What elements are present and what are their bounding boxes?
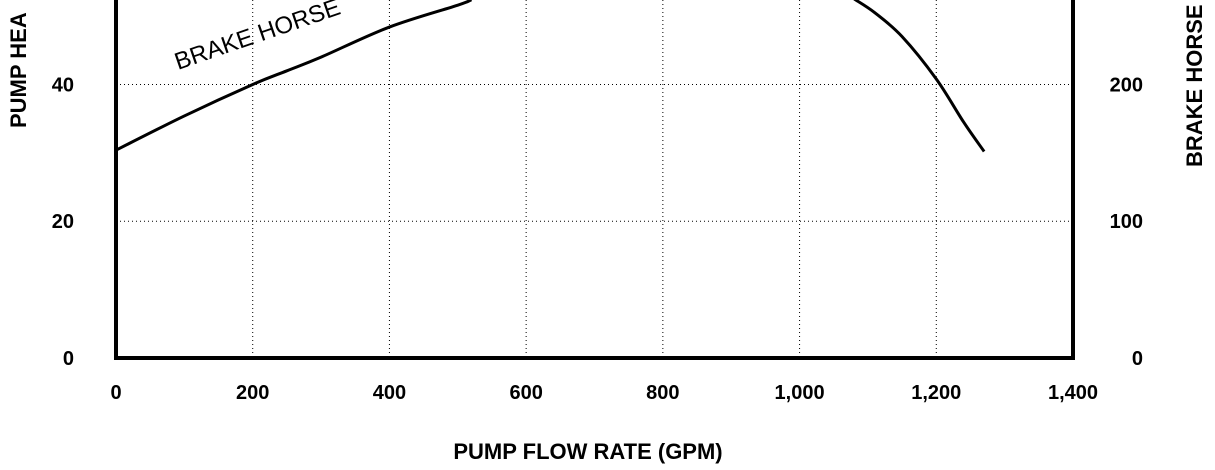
y-left-tick-label: 40 <box>52 74 74 96</box>
x-tick-label: 1,400 <box>1048 382 1098 404</box>
y-right-tick-label: 200 <box>1110 74 1143 96</box>
x-tick-labels: 0 200 400 600 800 1,000 1,200 1,400 <box>110 382 1098 404</box>
x-axis-title: PUMP FLOW RATE (GPM) <box>453 439 722 464</box>
series-lines <box>115 0 986 153</box>
x-tick-label: 0 <box>110 382 121 404</box>
y-left-axis-title: PUMP HEA <box>6 12 31 128</box>
y-left-tick-label: 0 <box>63 348 74 370</box>
y-right-tick-labels: 0 100 200 <box>1110 74 1143 370</box>
x-tick-label: 400 <box>373 382 406 404</box>
x-tick-label: 800 <box>646 382 679 404</box>
y-right-tick-label: 100 <box>1110 211 1143 233</box>
y-right-axis-title: BRAKE HORSE <box>1182 4 1207 167</box>
x-tick-label: 1,200 <box>911 382 961 404</box>
plot-frame <box>114 0 1075 360</box>
x-tick-label: 200 <box>236 382 269 404</box>
x-tick-label: 600 <box>509 382 542 404</box>
y-left-tick-labels: 0 20 40 <box>52 74 74 370</box>
y-left-tick-label: 20 <box>52 211 74 233</box>
brake-horsepower-curve-label: BRAKE HORSE <box>171 0 344 76</box>
x-tick-label: 1,000 <box>775 382 825 404</box>
pump-head-curve <box>853 0 986 153</box>
y-right-tick-label: 0 <box>1132 348 1143 370</box>
brake-horsepower-curve <box>115 0 473 152</box>
grid-lines <box>116 0 1073 358</box>
